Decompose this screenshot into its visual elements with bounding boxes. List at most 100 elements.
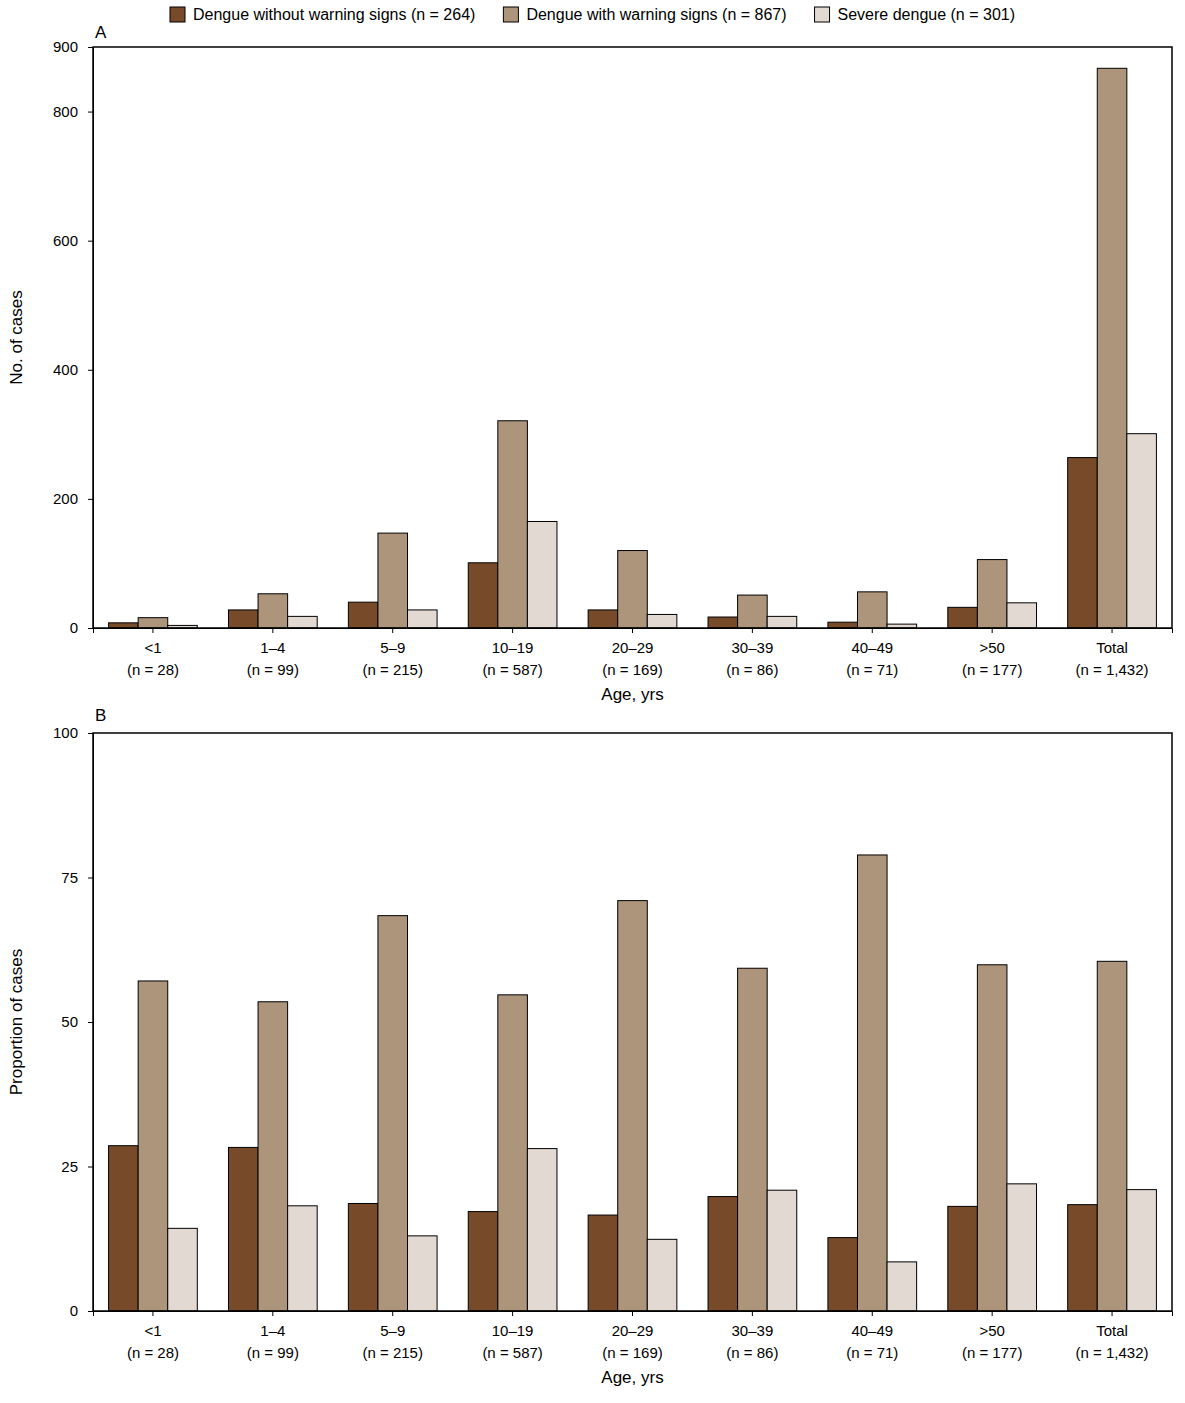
tick: 40–49(n = 71) xyxy=(846,628,898,678)
bar xyxy=(618,551,648,628)
tick-mark xyxy=(392,628,393,633)
tick-label: 20–29(n = 169) xyxy=(602,639,662,678)
bar xyxy=(767,1190,797,1311)
bar xyxy=(977,560,1007,628)
tick: 100 xyxy=(53,724,93,741)
tick-label-line: (n = 215) xyxy=(362,1344,422,1361)
x-axis: <1(n = 28) 1–4(n = 99) 5–9(n = 215) 10–19 (n… xyxy=(94,1311,1173,1361)
tick-label: Total (n = 1,432) xyxy=(1076,639,1149,678)
tick-label-line: (n = 587) xyxy=(482,1344,542,1361)
legend-swatch xyxy=(815,7,830,22)
tick-label: 30–39(n = 86) xyxy=(726,639,778,678)
bar xyxy=(857,855,887,1311)
bar xyxy=(708,1197,738,1311)
tick-mark xyxy=(88,1311,93,1312)
bar xyxy=(1068,1205,1098,1311)
tick-mark xyxy=(512,628,513,633)
bar xyxy=(348,1203,378,1311)
tick-label-line: >50 xyxy=(979,639,1004,656)
bar xyxy=(738,968,768,1311)
tick: 600 xyxy=(53,232,93,249)
bar xyxy=(527,521,557,628)
tick: Total(n = 1,432) xyxy=(1076,1311,1149,1361)
tick-label-line: 20–29 xyxy=(612,1322,654,1339)
tick-label-line: 1–4 xyxy=(260,639,285,656)
bars xyxy=(109,855,1157,1311)
bar xyxy=(948,607,978,628)
bar xyxy=(468,563,498,628)
tick-mark xyxy=(88,47,93,48)
tick-label-line: 5–9 xyxy=(380,639,405,656)
tick: 800 xyxy=(53,103,93,120)
tick-mark xyxy=(632,1311,633,1316)
tick-mark xyxy=(88,628,93,629)
y-axis-title: Proportion of cases xyxy=(7,949,26,1095)
tick-label: <1(n = 28) xyxy=(127,1322,179,1361)
tick: <1(n = 28) xyxy=(127,1311,179,1361)
tick: Total (n = 1,432) xyxy=(1076,628,1149,678)
tick-mark xyxy=(392,1311,393,1316)
tick: 20–29(n = 169) xyxy=(602,628,662,678)
tick-label: 50 xyxy=(61,1013,78,1030)
tick-label: 900 xyxy=(53,38,78,55)
tick-label-line: 10–19 xyxy=(492,1322,534,1339)
y-axis: 0200400600800900 xyxy=(53,38,94,636)
tick: 1–4 (n = 99) xyxy=(247,628,299,678)
tick-mark xyxy=(752,628,753,633)
tick-label-line: (n = 28) xyxy=(127,1344,179,1361)
axis-line xyxy=(94,629,1173,634)
tick: 200 xyxy=(53,490,93,507)
bars xyxy=(109,68,1157,628)
tick-label-line: (n = 215) xyxy=(362,661,422,678)
tick: 5–9(n = 215) xyxy=(362,1311,422,1361)
tick-label-line: Total xyxy=(1096,639,1128,656)
tick: 30–39(n = 86) xyxy=(726,1311,778,1361)
plot-frame xyxy=(93,733,1172,1311)
tick: 20–29(n = 169) xyxy=(602,1311,662,1361)
legend: Dengue without warning signs (n = 264)De… xyxy=(170,6,1015,23)
tick-label-line: (n = 1,432) xyxy=(1076,661,1149,678)
tick-label: 1–4(n = 99) xyxy=(247,1322,299,1361)
tick-label: 10–19 (n = 587) xyxy=(482,1322,542,1361)
tick-mark xyxy=(632,628,633,633)
bar xyxy=(378,533,408,628)
bar xyxy=(767,616,797,628)
tick-label-line: (n = 169) xyxy=(602,661,662,678)
tick-label-line: (n = 587) xyxy=(482,661,542,678)
bar xyxy=(527,1149,557,1311)
tick-mark xyxy=(1112,628,1113,633)
tick-label-line: 40–49 xyxy=(851,639,893,656)
legend-swatch xyxy=(170,7,185,22)
tick: 1–4(n = 99) xyxy=(247,1311,299,1361)
tick: 75 xyxy=(61,869,93,886)
axis-line xyxy=(88,734,94,1312)
bar xyxy=(857,592,887,628)
tick-mark xyxy=(88,878,93,879)
chart-svg: 0200400600800900<1(n = 28)1–4(n = 99)5–9… xyxy=(0,0,1185,1403)
tick: 30–39(n = 86) xyxy=(726,628,778,678)
bar xyxy=(828,1238,858,1311)
tick-label: <1(n = 28) xyxy=(127,639,179,678)
panel: 0255075100<1(n = 28)1–4(n = 99)5–9(n = 2… xyxy=(7,706,1173,1387)
axis-line xyxy=(94,1312,1173,1317)
tick-label-line: (n = 99) xyxy=(247,661,299,678)
panel: 0200400600800900<1(n = 28)1–4(n = 99)5–9… xyxy=(7,23,1173,704)
bar xyxy=(588,1215,618,1311)
legend-item: Dengue without warning signs (n = 264) xyxy=(170,6,475,23)
tick-label-line: (n = 177) xyxy=(962,1344,1022,1361)
tick-mark xyxy=(512,1311,513,1316)
bar xyxy=(228,610,258,628)
tick-label: 800 xyxy=(53,103,78,120)
tick-label: 0 xyxy=(70,619,78,636)
tick-mark xyxy=(88,1167,93,1168)
y-axis: 0255075100 xyxy=(53,724,94,1319)
tick: >50(n = 177) xyxy=(962,628,1022,678)
bar xyxy=(258,1002,288,1311)
bar xyxy=(138,618,168,628)
tick-mark xyxy=(272,628,273,633)
tick-label-line: >50 xyxy=(979,1322,1004,1339)
tick-mark xyxy=(88,1022,93,1023)
tick-label: 0 xyxy=(70,1302,78,1319)
bar xyxy=(378,916,408,1311)
tick-mark xyxy=(872,1311,873,1316)
